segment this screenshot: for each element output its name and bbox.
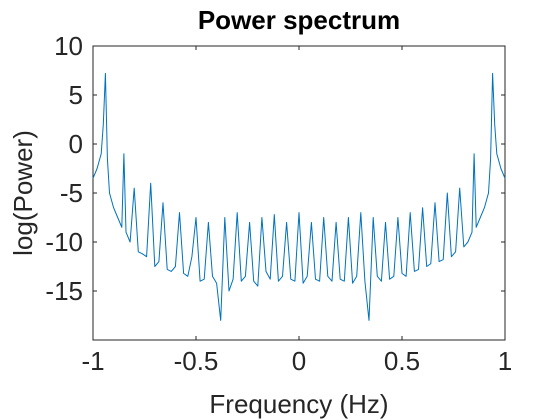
y-tick-label: -15 xyxy=(45,276,83,306)
x-tick-label: -0.5 xyxy=(174,346,219,376)
y-axis-label: log(Power) xyxy=(8,130,38,256)
y-tick-label: -10 xyxy=(45,227,83,257)
x-tick-label: -1 xyxy=(81,346,104,376)
x-axis-label: Frequency (Hz) xyxy=(209,389,388,419)
y-tick-label: 10 xyxy=(54,31,83,61)
axes-frame xyxy=(92,45,506,341)
power-spectrum-line xyxy=(92,72,506,321)
plot-area xyxy=(92,45,506,341)
y-tick-label: 0 xyxy=(69,129,83,159)
y-tick-label: 5 xyxy=(69,80,83,110)
x-tick-label: 0.5 xyxy=(384,346,420,376)
y-tick-label: -5 xyxy=(60,178,83,208)
x-tick-label: 0 xyxy=(292,346,306,376)
chart-title: Power spectrum xyxy=(198,5,400,35)
tick-layer: -1 -0.5 0 0.5 1 10 5 0 -5 -10 -15 xyxy=(45,31,512,376)
x-tick-label: 1 xyxy=(498,346,512,376)
series-layer xyxy=(92,72,506,321)
